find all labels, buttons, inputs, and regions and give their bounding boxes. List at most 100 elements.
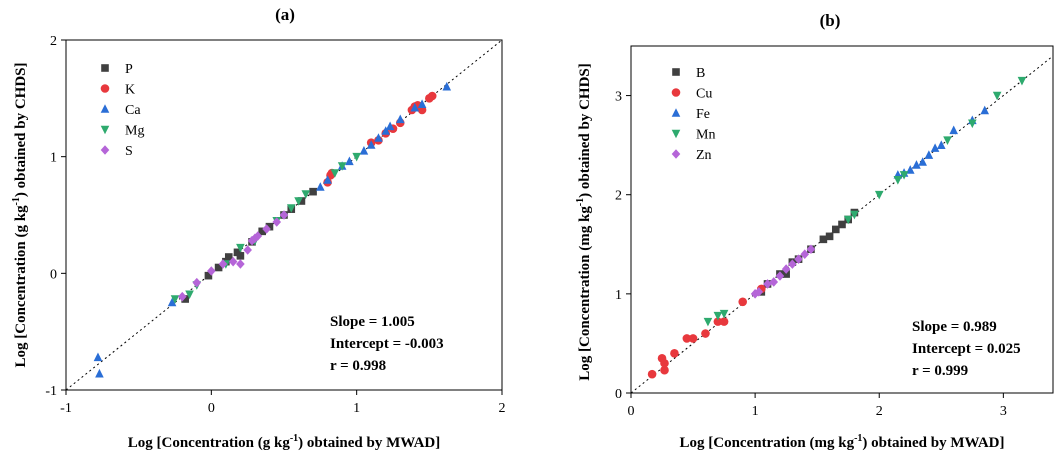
data-point-zn [775, 271, 785, 281]
data-point-mg [337, 162, 347, 171]
x-tick-label: -1 [60, 401, 72, 416]
y-tick-label: 2 [50, 34, 57, 49]
y-axis-title-b: Log [Concentration (mg kg-1) obtained by… [575, 63, 593, 381]
legend-marker-mn [671, 129, 681, 139]
stat-slope-b: Slope = 0.989 [912, 319, 997, 335]
legend-label-k: K [125, 83, 135, 98]
data-point-cu [719, 317, 729, 326]
legend-marker-p [101, 64, 109, 72]
panel-b: (b) 0 1 2 3 0 1 2 3 B Cu Fe Mn Zn Slope = 0.989 Int… [575, 11, 1054, 451]
data-point-s [243, 245, 252, 255]
data-point-ca [395, 114, 405, 124]
axis-ticks-b: 0 1 2 3 0 1 2 3 [615, 90, 1007, 419]
stat-r-b: r = 0.999 [912, 363, 968, 379]
y-axis-title-a: Log [Concentration (g kg-1) obtained by … [11, 62, 29, 367]
data-point-cu [713, 317, 723, 326]
data-point-s [253, 231, 263, 241]
data-point-mn [1017, 76, 1027, 86]
data-point-ca [385, 121, 395, 131]
data-point-fe [905, 165, 915, 174]
stat-intercept-a: Intercept = -0.003 [330, 336, 444, 352]
data-point-s [218, 259, 228, 269]
data-point-ca [316, 182, 325, 191]
panel-a: (a) -1 0 1 2 -1 0 1 2 PK Ca Mg S Slope = 1.005 Int… [11, 5, 506, 451]
data-point-s [207, 266, 216, 276]
data-point-k [427, 91, 437, 101]
data-point-fe [912, 160, 921, 169]
data-point-mg [236, 243, 245, 253]
stats-box-a: Slope = 1.005 Intercept = -0.003 r = 0.9… [330, 314, 444, 374]
y-tick-label: 1 [50, 151, 57, 166]
y-tick-label: 0 [50, 267, 57, 282]
data-point-p [236, 252, 245, 260]
x-unit-b: mg kg [814, 435, 854, 451]
data-point-zn [806, 244, 816, 255]
data-point-b [825, 232, 834, 241]
data-point-cu [660, 358, 669, 368]
data-point-s [236, 259, 245, 269]
data-point-mn [943, 136, 952, 145]
data-point-s [250, 233, 260, 244]
legend-marker-cu [671, 88, 681, 97]
data-point-zn [769, 277, 779, 287]
data-point-s [247, 235, 257, 246]
legend-label-mn: Mn [696, 128, 715, 143]
data-point-zn [800, 249, 810, 259]
x-tick-label: 2 [499, 401, 506, 416]
axis-ticks-a: -1 0 1 2 -1 0 1 2 [45, 34, 505, 416]
data-point-fe [930, 143, 940, 152]
y-unit-a: g kg [13, 205, 29, 233]
x-tick-label: 0 [208, 401, 215, 416]
data-point-ca [366, 140, 376, 149]
data-point-b [831, 225, 840, 234]
y-unit-b: mg kg [577, 206, 593, 246]
x-tick-label: 2 [876, 404, 883, 419]
data-point-zn [763, 279, 772, 289]
legend-label-zn: Zn [696, 148, 712, 163]
data-point-ca [410, 102, 420, 112]
legend-label-cu: Cu [696, 87, 712, 102]
data-point-s [177, 291, 187, 302]
data-point-b [782, 270, 790, 278]
plot-frame-b [630, 45, 1054, 394]
data-point-ca [417, 99, 427, 108]
data-point-mn [850, 210, 859, 220]
y-tick-label: 1 [615, 288, 622, 303]
legend-label-mg: Mg [125, 124, 144, 139]
data-points-a [93, 81, 452, 378]
data-point-cu [647, 369, 657, 379]
data-point-zn [754, 287, 764, 297]
data-point-fe [980, 105, 990, 115]
legend-marker-b [672, 68, 680, 76]
data-point-mg [286, 204, 296, 213]
x-axis-title-a: Log [Concentration (g kg-1) obtained by … [128, 433, 441, 451]
legend-b: B Cu Fe Mn Zn [671, 66, 715, 163]
data-point-cu [738, 297, 748, 307]
panel-label-a: (a) [275, 5, 295, 24]
data-point-mn [899, 171, 909, 180]
data-point-ca [359, 146, 369, 155]
data-point-fe [918, 157, 927, 166]
data-point-p [181, 295, 189, 303]
legend-marker-ca [100, 104, 110, 113]
legend-marker-s [100, 145, 110, 155]
stat-r-a: r = 0.998 [330, 358, 386, 374]
data-point-ca [95, 368, 104, 378]
data-point-cu [660, 365, 669, 375]
data-point-mn [874, 190, 884, 200]
stat-intercept-b: Intercept = 0.025 [912, 341, 1021, 357]
data-point-b [838, 220, 846, 229]
legend-label-fe: Fe [696, 107, 710, 122]
data-point-s [228, 256, 238, 267]
data-point-mg [301, 190, 311, 199]
y-tick-label: -1 [45, 384, 57, 399]
data-point-p [297, 197, 306, 205]
y-tick-label: 2 [615, 189, 622, 204]
data-point-p [204, 271, 213, 280]
data-point-fe [924, 150, 934, 159]
panel-label-b: (b) [820, 11, 841, 30]
data-point-mn [713, 311, 723, 321]
data-point-zn [788, 259, 797, 269]
data-point-mg [185, 290, 194, 300]
